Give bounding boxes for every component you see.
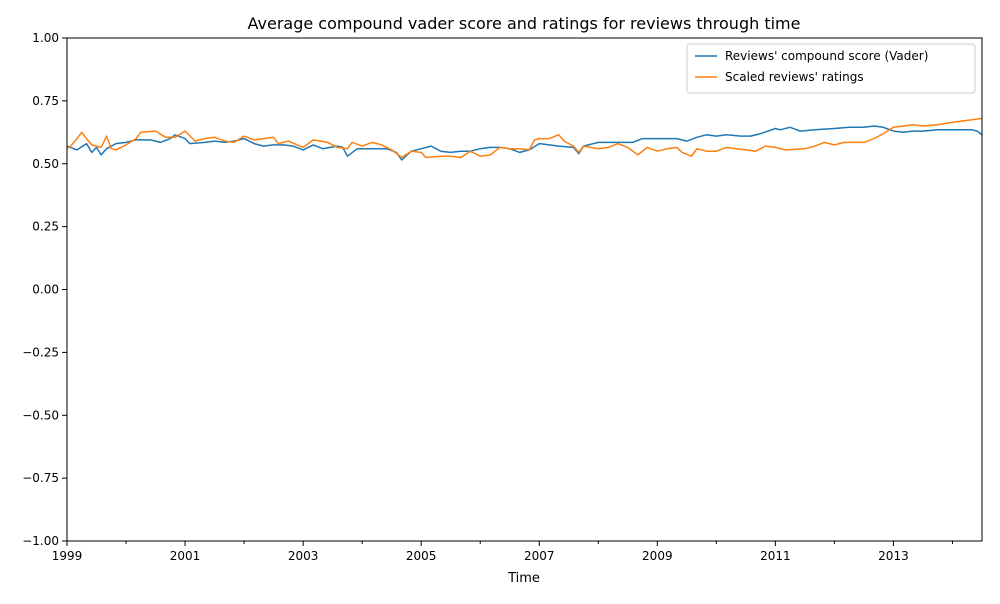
y-tick-label: −0.25 (22, 345, 59, 359)
x-tick-label: 2003 (288, 549, 319, 563)
series-line-0 (66, 125, 983, 161)
x-tick-label: 2009 (642, 549, 673, 563)
x-tick-label: 2007 (524, 549, 555, 563)
x-axis-label: Time (507, 571, 540, 586)
x-tick-label: 1999 (52, 549, 83, 563)
ticks-layer: 1999 2001 2003 2005 2007 2009 2011 2013 −1.00 −0.… (22, 31, 953, 563)
y-tick-label: 0.25 (32, 220, 59, 234)
y-tick-label: 0.75 (32, 94, 59, 108)
y-tick-label: 0.00 (32, 283, 59, 297)
y-tick-label: 1.00 (32, 31, 59, 45)
y-tick-label: 0.50 (32, 157, 59, 171)
series-line-1 (66, 117, 983, 159)
legend-label-0: Reviews' compound score (Vader) (725, 49, 928, 63)
plot-frame (66, 37, 983, 542)
x-tick-label: 2001 (170, 549, 201, 563)
y-tick-label: −0.50 (22, 408, 59, 422)
legend-box (686, 43, 976, 94)
legend-label-1: Scaled reviews' ratings (725, 70, 864, 84)
y-tick-label: −1.00 (22, 534, 59, 548)
series-layer (66, 117, 983, 161)
y-tick-label: −0.75 (22, 471, 59, 485)
chart-title: Average compound vader score and ratings… (248, 14, 801, 33)
legend: Reviews' compound score (Vader) Scaled re… (686, 43, 976, 94)
x-tick-label: 2011 (760, 549, 791, 563)
x-tick-label: 2005 (406, 549, 437, 563)
x-tick-label: 2013 (878, 549, 909, 563)
